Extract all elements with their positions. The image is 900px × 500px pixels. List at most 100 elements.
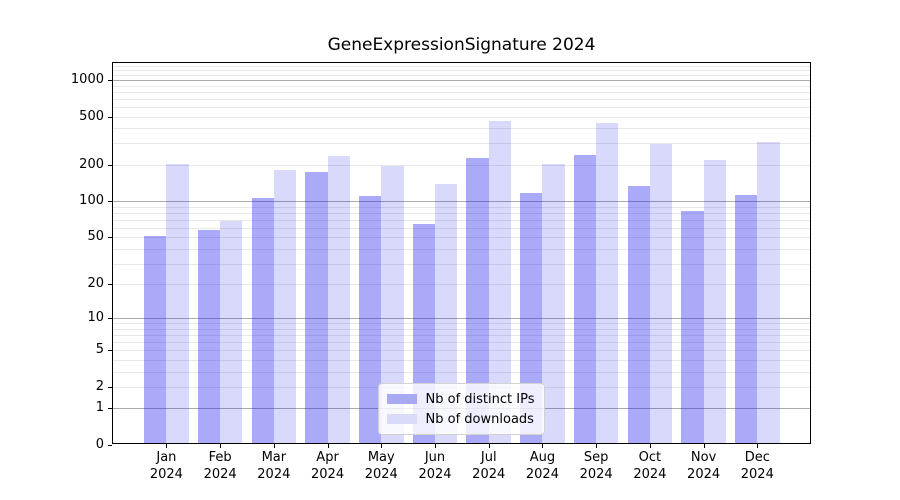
minor-gridline xyxy=(113,98,810,100)
y-tick-mark xyxy=(108,116,112,118)
minor-gridline xyxy=(113,335,810,337)
x-tick-mark xyxy=(488,444,490,448)
major-gridline xyxy=(113,318,810,320)
minor-gridline xyxy=(113,128,810,130)
bar-downloads-jan xyxy=(166,164,189,443)
y-tick-mark xyxy=(108,408,112,410)
minor-gridline xyxy=(113,74,810,76)
chart-title: GeneExpressionSignature 2024 xyxy=(327,35,596,55)
minor-gridline xyxy=(113,371,810,373)
x-tick-mark xyxy=(757,444,759,448)
bar-downloads-sep xyxy=(596,123,619,443)
major-gridline xyxy=(113,201,810,203)
minor-gridline xyxy=(113,359,810,361)
minor-gridline xyxy=(113,342,810,344)
x-tick-label: Jul 2024 xyxy=(472,450,506,482)
bar-downloads-jun xyxy=(435,183,458,443)
plot-area: Nb of distinct IPs Nb of downloads xyxy=(112,62,811,444)
bar-distinct-ips-sep xyxy=(573,154,597,443)
legend-label-distinct-ips: Nb of distinct IPs xyxy=(425,391,535,407)
y-tick-mark xyxy=(108,80,112,81)
bar-downloads-may xyxy=(381,166,404,443)
minor-gridline xyxy=(113,219,810,221)
bar-distinct-ips-apr xyxy=(305,172,328,443)
minor-gridline xyxy=(113,212,810,214)
x-tick-mark xyxy=(703,444,705,448)
bar-distinct-ips-jul xyxy=(466,158,489,443)
y-tick-label: 20 xyxy=(87,276,104,292)
y-tick-label: 5 xyxy=(95,342,104,358)
bar-distinct-ips-may xyxy=(358,196,382,443)
minor-gridline xyxy=(113,206,810,208)
x-tick-label: Mar 2024 xyxy=(257,450,291,482)
bar-downloads-dec xyxy=(757,141,780,443)
minor-gridline xyxy=(113,323,810,325)
x-tick-label: Feb 2024 xyxy=(203,450,237,482)
x-tick-mark xyxy=(435,444,436,448)
x-tick-mark xyxy=(596,444,598,448)
bar-downloads-apr xyxy=(327,156,350,443)
bar-downloads-jul xyxy=(488,120,512,443)
y-tick-label: 100 xyxy=(79,193,104,209)
bar-distinct-ips-nov xyxy=(681,210,704,443)
bar-downloads-mar xyxy=(273,170,297,443)
x-tick-label: Jan 2024 xyxy=(149,450,183,482)
minor-gridline xyxy=(113,85,810,87)
x-tick-mark xyxy=(273,444,275,448)
y-tick-mark xyxy=(108,445,112,446)
minor-gridline xyxy=(113,328,810,330)
bar-distinct-ips-mar xyxy=(251,198,274,443)
y-tick-mark xyxy=(108,284,112,286)
x-tick-label: Nov 2024 xyxy=(687,450,721,482)
minor-gridline xyxy=(113,350,810,352)
y-tick-mark xyxy=(108,386,112,388)
minor-gridline xyxy=(113,116,810,118)
x-tick-label: May 2024 xyxy=(364,450,398,482)
y-tick-label: 200 xyxy=(79,156,104,172)
minor-gridline xyxy=(113,106,810,108)
y-tick-label: 10 xyxy=(87,310,104,326)
y-tick-label: 1 xyxy=(95,400,104,416)
x-tick-label: Apr 2024 xyxy=(311,450,345,482)
legend-swatch-distinct-ips xyxy=(386,394,417,404)
y-tick-mark xyxy=(108,201,112,203)
y-tick-mark xyxy=(108,164,112,166)
minor-gridline xyxy=(113,237,810,239)
minor-gridline xyxy=(113,91,810,93)
y-tick-label: 2 xyxy=(95,378,104,394)
x-tick-mark xyxy=(327,444,329,448)
minor-gridline xyxy=(113,263,810,265)
x-tick-label: Sep 2024 xyxy=(579,450,613,482)
legend-swatch-downloads xyxy=(386,414,417,424)
minor-gridline xyxy=(113,70,810,72)
y-tick-label: 1000 xyxy=(70,72,104,87)
x-tick-label: Dec 2024 xyxy=(740,450,774,482)
legend-item-distinct-ips: Nb of distinct IPs xyxy=(386,389,535,409)
x-tick-label: Oct 2024 xyxy=(633,450,667,482)
legend-label-downloads: Nb of downloads xyxy=(425,411,534,427)
minor-gridline xyxy=(113,143,810,145)
bar-downloads-nov xyxy=(703,160,726,443)
minor-gridline xyxy=(113,227,810,229)
bar-downloads-feb xyxy=(220,221,243,443)
bar-distinct-ips-feb xyxy=(197,229,221,443)
minor-gridline xyxy=(113,284,810,286)
y-tick-label: 500 xyxy=(79,108,104,124)
legend: Nb of distinct IPs Nb of downloads xyxy=(377,383,546,435)
bar-distinct-ips-dec xyxy=(735,194,758,443)
minor-gridline xyxy=(113,66,810,68)
x-tick-mark xyxy=(649,444,651,448)
bar-distinct-ips-oct xyxy=(627,185,650,443)
y-tick-label: 50 xyxy=(87,229,104,245)
x-tick-mark xyxy=(220,444,222,448)
x-tick-label: Aug 2024 xyxy=(525,450,559,482)
y-tick-mark xyxy=(108,318,112,320)
x-tick-mark xyxy=(542,444,544,448)
minor-gridline xyxy=(113,248,810,250)
major-gridline xyxy=(113,80,810,81)
bar-downloads-aug xyxy=(542,164,565,443)
bar-distinct-ips-aug xyxy=(520,192,543,443)
minor-gridline xyxy=(113,164,810,166)
x-tick-label: Jun 2024 xyxy=(418,450,452,482)
